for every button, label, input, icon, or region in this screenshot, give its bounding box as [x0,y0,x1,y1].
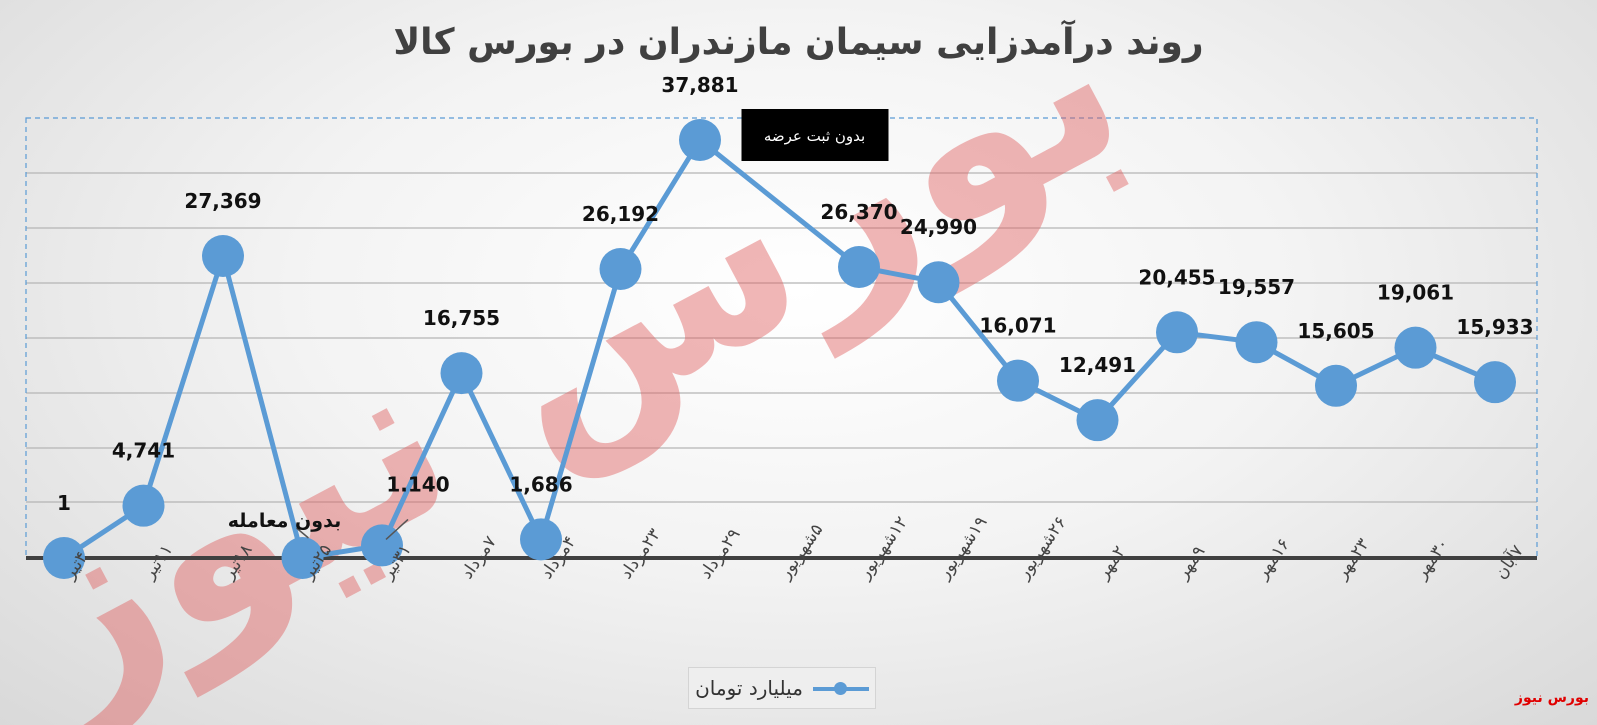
annotation-text-1: بدون ثبت عرضه [764,127,865,145]
x-tick-label-10: ۱۲شهریور [854,513,912,584]
grid-lines [26,172,1537,503]
data-label-17: 19,061 [1377,281,1454,305]
data-point-7 [599,247,642,290]
legend: میلیارد تومان [688,667,876,709]
annotation-box-1 [741,109,889,161]
data-label-6: 1,686 [509,472,572,496]
x-tick-label-11: ۱۹شهریور [934,513,992,584]
data-label-14: 20,455 [1138,265,1215,289]
data-point-0 [43,536,85,579]
watermark: بورس نیوز [0,0,1164,725]
x-tick-label-7: ۲۳مرداد [616,525,665,583]
data-label-5: 16,755 [423,306,500,330]
label-leader-4 [385,518,409,540]
data-label-13: 12,491 [1059,353,1136,377]
data-point-3 [281,537,324,579]
watermark-text: بورس نیوز [0,0,1164,725]
data-label-18: 15,933 [1456,315,1533,339]
annotation-leader-0 [296,527,309,539]
annotations: بدون معامله بدون ثبت عرضه [228,109,889,540]
x-tick-label-14: ۹مهر [1172,542,1209,583]
data-point-17 [1394,326,1437,369]
data-label-4: 1.140 [386,472,449,496]
x-tick-label-9: ۵شهریور [775,520,828,583]
x-tick-label-8: ۲۹مرداد [696,525,745,583]
data-point-14 [1156,311,1198,354]
legend-swatch [812,682,869,695]
data-point-6 [520,518,562,561]
data-label-7: 26,192 [582,202,659,226]
data-point-8 [679,119,721,161]
source-badge: بورس نیوز [1514,690,1589,706]
data-labels: 1 4,741 27,369 1.140 16,755 1,686 26,192 37,881… [57,73,1534,515]
data-point-4 [361,524,403,567]
x-tick-label-12: ۲۶شهریور [1013,513,1071,584]
data-point-2 [202,234,244,277]
chart-title: روند درآمدزایی سیمان مازندران در بورس کا… [393,22,1204,63]
data-label-1: 4,741 [112,439,175,463]
data-point-1 [122,484,165,527]
data-point-18 [1474,361,1516,404]
data-label-8: 37,881 [661,73,738,97]
data-point-12 [997,359,1039,402]
data-label-15: 19,557 [1218,275,1295,299]
data-point-15 [1235,321,1278,364]
x-tick-label-18: ۷آبان [1489,541,1528,583]
data-point-16 [1315,364,1357,407]
data-label-12: 16,071 [979,314,1056,338]
annotation-text-0: بدون معامله [228,510,341,532]
data-point-5 [440,352,483,395]
plot-area [25,117,1538,559]
data-label-11: 24,990 [900,215,977,239]
data-label-10: 26,370 [820,200,897,224]
legend-label: میلیارد تومان [695,676,803,700]
data-point-13 [1076,399,1119,442]
data-point-11 [917,261,960,304]
data-point-10 [838,246,880,289]
series-layer [43,119,1516,579]
data-label-2: 27,369 [184,189,261,213]
data-label-0: 1 [57,491,71,515]
data-label-16: 15,605 [1297,319,1374,343]
x-tick-label-13: ۲مهر [1093,542,1130,583]
